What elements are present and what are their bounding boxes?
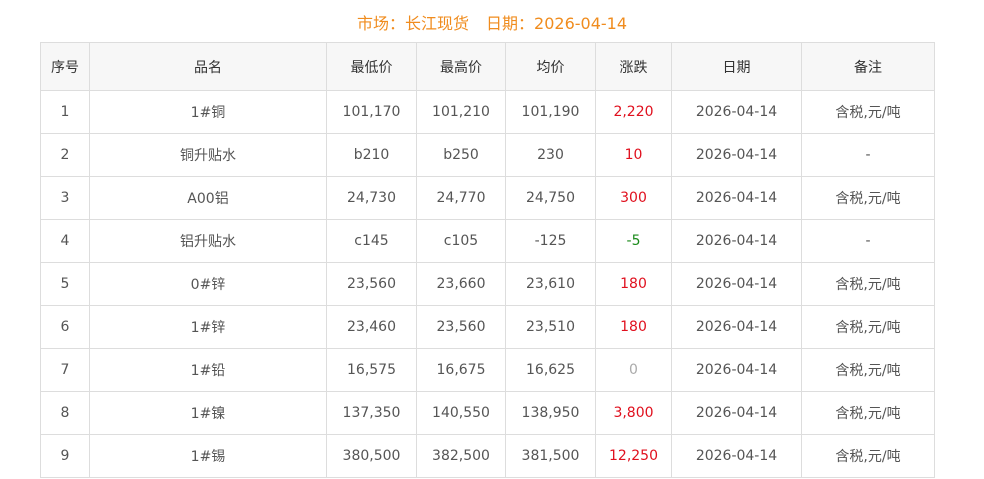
cell-date: 2026-04-14 [671, 348, 802, 392]
column-header-avg: 均价 [505, 42, 596, 91]
column-header-low: 最低价 [326, 42, 417, 91]
cell-low: 23,460 [326, 305, 417, 349]
price-table: 序号 品名 最低价 最高价 均价 涨跌 日期 备注 1 1#铜 101,170 101,210 101… [40, 42, 935, 478]
cell-name: 1#铜 [89, 90, 327, 134]
cell-change: 12,250 [595, 434, 672, 478]
table-row: 8 1#镍 137,350 140,550 138,950 3,800 2026-04-14… [40, 391, 935, 435]
cell-index: 3 [40, 176, 90, 220]
cell-note: 含税,元/吨 [801, 305, 935, 349]
cell-note: - [801, 219, 935, 263]
column-header-index: 序号 [40, 42, 90, 91]
cell-high: 382,500 [416, 434, 506, 478]
cell-date: 2026-04-14 [671, 262, 802, 306]
cell-note: - [801, 133, 935, 177]
cell-note: 含税,元/吨 [801, 90, 935, 134]
cell-change: 180 [595, 305, 672, 349]
cell-high: 23,660 [416, 262, 506, 306]
table-row: 1 1#铜 101,170 101,210 101,190 2,220 2026-04-14… [40, 90, 935, 134]
table-row: 3 A00铝 24,730 24,770 24,750 300 2026-04-14 含税,元… [40, 176, 935, 220]
cell-avg: 101,190 [505, 90, 596, 134]
cell-date: 2026-04-14 [671, 133, 802, 177]
cell-avg: 138,950 [505, 391, 596, 435]
cell-note: 含税,元/吨 [801, 391, 935, 435]
cell-low: 380,500 [326, 434, 417, 478]
cell-low: b210 [326, 133, 417, 177]
cell-avg: 16,625 [505, 348, 596, 392]
column-header-name: 品名 [89, 42, 327, 91]
table-row: 6 1#锌 23,460 23,560 23,510 180 2026-04-14 含税,元/… [40, 305, 935, 349]
cell-name: 0#锌 [89, 262, 327, 306]
cell-avg: 230 [505, 133, 596, 177]
cell-change: -5 [595, 219, 672, 263]
cell-index: 1 [40, 90, 90, 134]
cell-name: 铜升贴水 [89, 133, 327, 177]
cell-name: A00铝 [89, 176, 327, 220]
cell-date: 2026-04-14 [671, 391, 802, 435]
cell-name: 1#铅 [89, 348, 327, 392]
table-header: 序号 品名 最低价 最高价 均价 涨跌 日期 备注 [40, 42, 935, 91]
cell-date: 2026-04-14 [671, 434, 802, 478]
column-header-date: 日期 [671, 42, 802, 91]
cell-high: 24,770 [416, 176, 506, 220]
cell-low: 137,350 [326, 391, 417, 435]
cell-note: 含税,元/吨 [801, 262, 935, 306]
column-header-change: 涨跌 [595, 42, 672, 91]
cell-index: 6 [40, 305, 90, 349]
cell-index: 7 [40, 348, 90, 392]
table-row: 2 铜升贴水 b210 b250 230 10 2026-04-14- [40, 133, 935, 177]
cell-low: 101,170 [326, 90, 417, 134]
cell-name: 1#锌 [89, 305, 327, 349]
cell-high: 140,550 [416, 391, 506, 435]
table-row: 5 0#锌 23,560 23,660 23,610 180 2026-04-14 含税,元/… [40, 262, 935, 306]
cell-date: 2026-04-14 [671, 90, 802, 134]
cell-high: b250 [416, 133, 506, 177]
page-title: 市场：长江现货 日期：2026-04-14 [0, 10, 984, 34]
cell-high: 101,210 [416, 90, 506, 134]
cell-note: 含税,元/吨 [801, 176, 935, 220]
cell-index: 2 [40, 133, 90, 177]
table-row: 9 1#锡 380,500 382,500 381,500 12,250 2026-04-1… [40, 434, 935, 478]
cell-low: 23,560 [326, 262, 417, 306]
cell-change: 0 [595, 348, 672, 392]
table-row: 4 铝升贴水 c145 c105 -125 -5 2026-04-14- [40, 219, 935, 263]
cell-date: 2026-04-14 [671, 305, 802, 349]
cell-avg: 24,750 [505, 176, 596, 220]
cell-note: 含税,元/吨 [801, 434, 935, 478]
market-label: 市场：长江现货 [356, 14, 469, 33]
cell-index: 5 [40, 262, 90, 306]
date-label: 日期：2026-04-14 [486, 14, 628, 33]
cell-name: 1#镍 [89, 391, 327, 435]
cell-change: 2,220 [595, 90, 672, 134]
cell-index: 9 [40, 434, 90, 478]
cell-index: 4 [40, 219, 90, 263]
column-header-high: 最高价 [416, 42, 506, 91]
cell-note: 含税,元/吨 [801, 348, 935, 392]
cell-date: 2026-04-14 [671, 219, 802, 263]
cell-name: 1#锡 [89, 434, 327, 478]
cell-low: 16,575 [326, 348, 417, 392]
cell-change: 300 [595, 176, 672, 220]
cell-avg: 23,610 [505, 262, 596, 306]
cell-change: 3,800 [595, 391, 672, 435]
cell-change: 180 [595, 262, 672, 306]
cell-avg: 23,510 [505, 305, 596, 349]
cell-avg: -125 [505, 219, 596, 263]
table-row: 7 1#铅 16,575 16,675 16,625 0 2026-04-14 含税,元/吨 [40, 348, 935, 392]
cell-date: 2026-04-14 [671, 176, 802, 220]
cell-high: 23,560 [416, 305, 506, 349]
cell-change: 10 [595, 133, 672, 177]
cell-index: 8 [40, 391, 90, 435]
cell-avg: 381,500 [505, 434, 596, 478]
cell-name: 铝升贴水 [89, 219, 327, 263]
cell-high: 16,675 [416, 348, 506, 392]
cell-low: 24,730 [326, 176, 417, 220]
column-header-note: 备注 [801, 42, 935, 91]
cell-high: c105 [416, 219, 506, 263]
cell-low: c145 [326, 219, 417, 263]
